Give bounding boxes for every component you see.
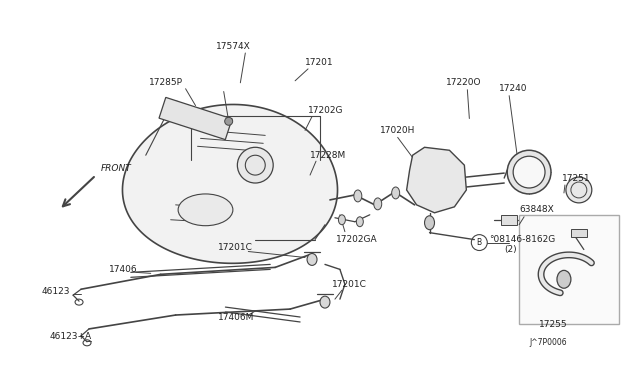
Text: B: B xyxy=(477,238,482,247)
Text: 17285P: 17285P xyxy=(148,78,183,87)
Ellipse shape xyxy=(424,216,435,230)
Ellipse shape xyxy=(354,190,362,202)
Text: 17202G: 17202G xyxy=(308,106,344,115)
Text: 17201: 17201 xyxy=(305,58,333,67)
Text: 17220O: 17220O xyxy=(447,78,482,87)
Text: 17201C: 17201C xyxy=(332,280,367,289)
Ellipse shape xyxy=(374,198,381,210)
Circle shape xyxy=(237,147,273,183)
Text: 17240: 17240 xyxy=(499,84,528,93)
Text: FRONT: FRONT xyxy=(101,164,132,173)
Bar xyxy=(571,229,587,237)
Ellipse shape xyxy=(356,217,364,227)
Bar xyxy=(501,215,517,225)
Circle shape xyxy=(566,177,592,203)
Text: 17228M: 17228M xyxy=(310,151,346,160)
Polygon shape xyxy=(122,105,337,263)
Ellipse shape xyxy=(178,194,233,226)
Text: 17201C: 17201C xyxy=(218,243,253,252)
Circle shape xyxy=(507,150,551,194)
Text: 17255: 17255 xyxy=(539,320,568,330)
Text: 17406M: 17406M xyxy=(218,312,255,321)
Polygon shape xyxy=(406,147,467,213)
Text: 46123: 46123 xyxy=(41,287,70,296)
Circle shape xyxy=(225,117,233,125)
Text: °08146-8162G: °08146-8162G xyxy=(489,235,556,244)
Ellipse shape xyxy=(392,187,399,199)
Ellipse shape xyxy=(557,270,571,288)
Polygon shape xyxy=(159,97,232,140)
Text: 63848X: 63848X xyxy=(519,205,554,214)
Bar xyxy=(519,215,619,324)
Text: 17251: 17251 xyxy=(562,174,591,183)
Ellipse shape xyxy=(307,253,317,265)
Text: 17406: 17406 xyxy=(109,265,138,274)
Circle shape xyxy=(513,156,545,188)
Text: 17020H: 17020H xyxy=(380,126,415,135)
Ellipse shape xyxy=(320,296,330,308)
Text: 17202GA: 17202GA xyxy=(336,235,378,244)
Text: 17574X: 17574X xyxy=(216,42,250,51)
Text: 46123+A: 46123+A xyxy=(49,332,92,341)
Ellipse shape xyxy=(339,215,346,225)
Text: (2): (2) xyxy=(504,245,517,254)
Text: J^7P0006: J^7P0006 xyxy=(529,338,566,347)
